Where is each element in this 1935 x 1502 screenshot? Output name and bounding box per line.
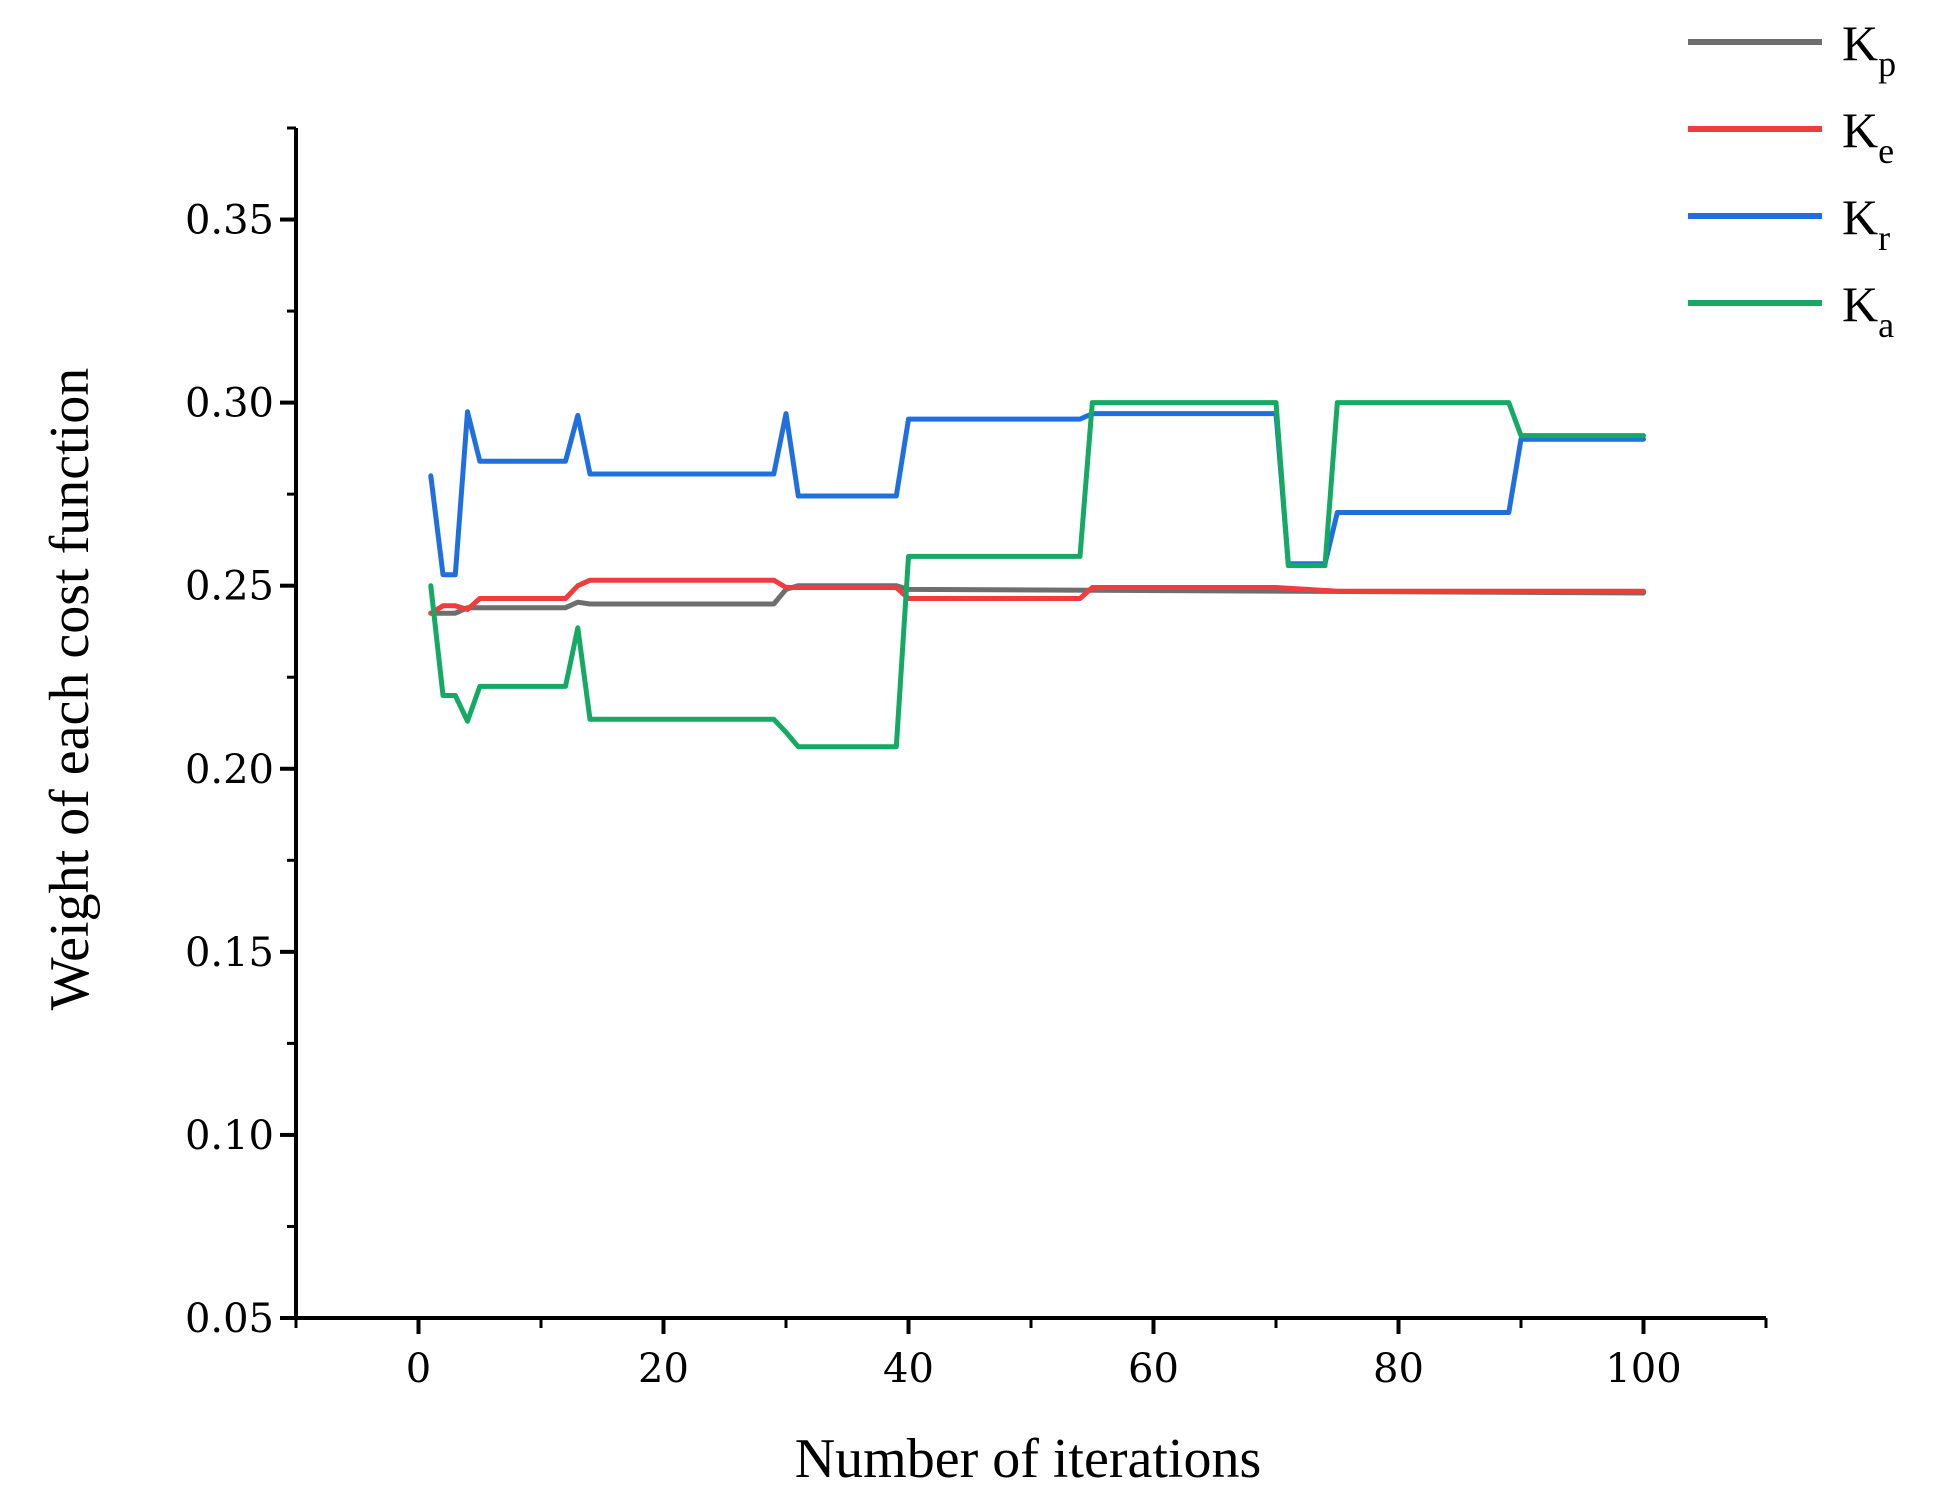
y-tick-label: 0.10 [185,1113,274,1159]
y-tick-label: 0.25 [185,564,274,610]
series-group [428,400,1646,750]
legend: Kp Ke Kr Ka [1688,15,1896,345]
y-tick-label: 0.30 [185,381,274,427]
legend-label-Kp: Kp [1842,15,1896,84]
series-line-Kr [428,409,1646,578]
axes-group: 0.05 0.10 0.15 0.20 0.25 0.30 0.35 0 20 40 60 80 100 [185,126,1768,1392]
x-tick-label: 40 [883,1346,934,1392]
y-tick-label: 0.20 [185,747,274,793]
x-axis-title: Number of iterations [795,1428,1262,1490]
x-tick-label: 20 [638,1346,689,1392]
legend-label-Kr: Kr [1842,189,1890,258]
y-tick-label: 0.35 [185,198,274,244]
x-tick-label: 0 [406,1346,431,1392]
x-tick-label: 60 [1128,1346,1179,1392]
y-tick-label: 0.15 [185,930,274,976]
x-tick-label: 100 [1605,1346,1681,1392]
y-tick-label: 0.05 [185,1296,274,1342]
y-axis-title: Weight of each cost function [39,368,101,1010]
series-line-Ke [428,577,1646,616]
legend-label-Ke: Ke [1842,102,1894,171]
x-tick-label: 80 [1373,1346,1424,1392]
series-line-Ka [428,400,1646,750]
legend-label-Ka: Ka [1842,276,1894,345]
